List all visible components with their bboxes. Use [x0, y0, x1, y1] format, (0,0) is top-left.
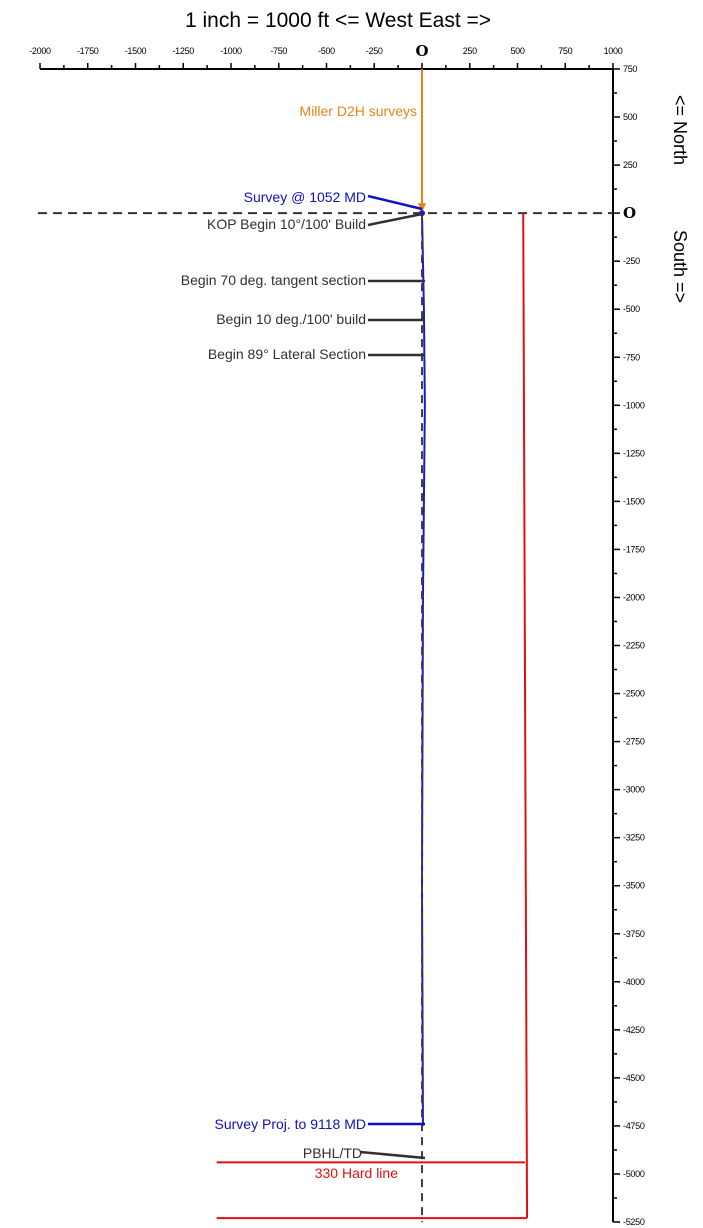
- y-tick-label: -2250: [623, 641, 645, 651]
- annotation-label: 330 Hard line: [315, 1165, 398, 1181]
- y-tick-label: -4500: [623, 1073, 645, 1083]
- reference-lines: [38, 212, 613, 1220]
- y-tick-label: -4250: [623, 1025, 645, 1035]
- annotation-label: Survey Proj. to 9118 MD: [215, 1116, 366, 1132]
- x-tick-label: -1500: [125, 46, 147, 56]
- y-tick-label: -2500: [623, 689, 645, 699]
- y-tick-label: -5000: [623, 1169, 645, 1179]
- x-tick-label: -1750: [77, 46, 99, 56]
- annotation-label: Survey @ 1052 MD: [244, 189, 366, 205]
- y-tick-label: -250: [623, 256, 640, 266]
- x-tick-label: O: [415, 42, 428, 60]
- annotation-label: Miller D2H surveys: [300, 103, 417, 119]
- x-tick-label: -2000: [29, 46, 51, 56]
- series-group: [418, 69, 426, 1222]
- y-tick-label: -3500: [623, 881, 645, 891]
- y-tick-label: -500: [623, 304, 640, 314]
- y-tick-label: -750: [623, 352, 640, 362]
- annotation-label: Begin 70 deg. tangent section: [181, 272, 366, 288]
- chart-title: 1 inch = 1000 ft <= West East =>: [185, 9, 491, 32]
- y-tick-label: -1000: [623, 400, 645, 410]
- hard-line-east: [522, 213, 529, 1219]
- annotation-leader: [367, 194, 423, 211]
- x-tick-label: 750: [558, 46, 572, 56]
- y-tick-label: O: [623, 204, 636, 222]
- x-axis: -2000 -1750 -1500 -1250 -1000 -750 -500 -250 O 25…: [29, 42, 623, 70]
- x-tick-label: 250: [463, 46, 477, 56]
- annotation-leader: [367, 212, 423, 227]
- x-tick-label: -500: [318, 46, 335, 56]
- y-tick-label: -1750: [623, 544, 645, 554]
- annotation-label: Begin 10 deg./100' build: [216, 311, 366, 327]
- y-tick-label: -4000: [623, 977, 645, 987]
- y-tick-label: 250: [623, 160, 637, 170]
- y-axis: 750 500 250 O -250 -500 -750 -1000 -1250 -1500 -17…: [612, 64, 645, 1227]
- annotation-label: Begin 89° Lateral Section: [208, 346, 366, 362]
- x-tick-label: 500: [510, 46, 524, 56]
- y-tick-label: -2750: [623, 737, 645, 747]
- x-tick-label: 1000: [604, 46, 623, 56]
- y-tick-label: -1250: [623, 448, 645, 458]
- y-axis-label-north: <= North: [670, 95, 690, 165]
- x-tick-label: -1250: [172, 46, 194, 56]
- annotations: Miller D2H surveys Survey @ 1052 MD KOP Be…: [181, 103, 426, 1181]
- y-tick-label: -4750: [623, 1121, 645, 1131]
- series-line-2: [420, 213, 426, 1126]
- annotation-leader: [359, 1150, 426, 1160]
- y-tick-label: 750: [623, 64, 637, 74]
- y-axis-label-south: South =>: [670, 230, 690, 303]
- y-tick-label: -1500: [623, 496, 645, 506]
- y-tick-label: -2000: [623, 592, 645, 602]
- y-tick-label: 500: [623, 112, 637, 122]
- y-tick-label: -5250: [623, 1217, 645, 1227]
- x-tick-label: -250: [366, 46, 383, 56]
- y-tick-label: -3750: [623, 929, 645, 939]
- annotation-label: PBHL/TD: [303, 1145, 362, 1161]
- annotation-label: KOP Begin 10°/100' Build: [207, 216, 366, 232]
- y-tick-label: -3000: [623, 785, 645, 795]
- x-tick-label: -1000: [220, 46, 242, 56]
- x-tick-label: -750: [270, 46, 287, 56]
- y-tick-label: -3250: [623, 833, 645, 843]
